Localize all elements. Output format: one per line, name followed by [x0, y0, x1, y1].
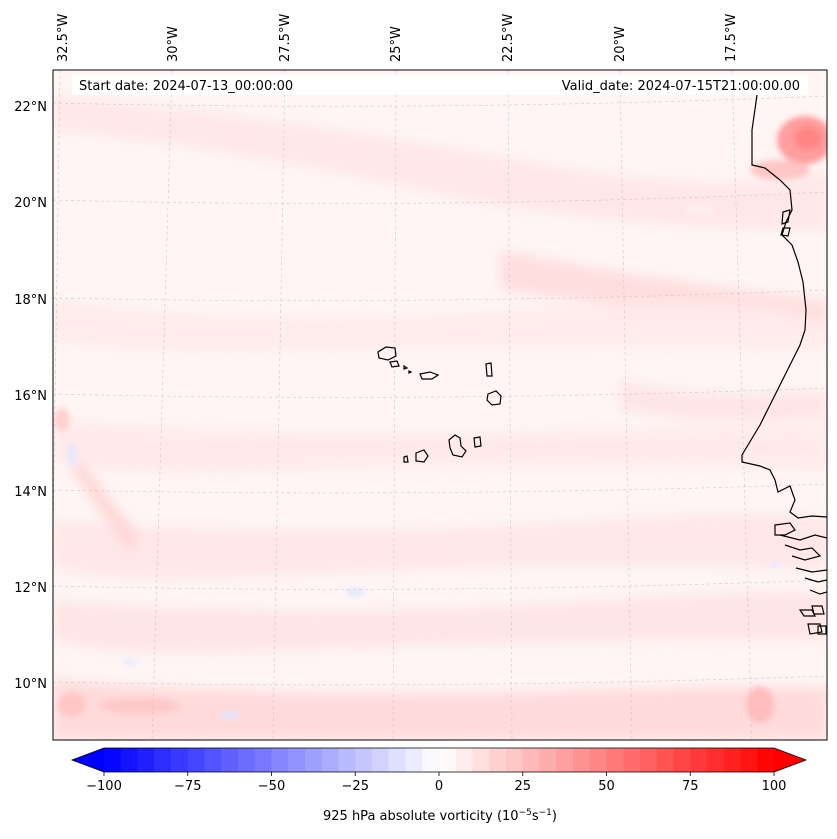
colorbar-tick-label: 0 [435, 779, 443, 794]
lat-label: 22°N [14, 100, 47, 115]
lon-label: 22.5°W [501, 14, 516, 62]
colorbar-segment [372, 748, 390, 772]
lat-label: 16°N [14, 389, 47, 404]
colorbar-segment [472, 748, 490, 772]
west-africa-coast [741, 94, 827, 519]
colorbar-tick-label: −100 [86, 779, 122, 794]
lat-label: 18°N [14, 293, 47, 308]
colorbar-tick-label: 50 [598, 779, 615, 794]
colorbar-segment [388, 748, 406, 772]
colorbar-segments [104, 748, 775, 772]
colorbar-segment [271, 748, 289, 772]
colorbar-segment [690, 748, 708, 772]
colorbar-segment [422, 748, 440, 772]
colorbar-tick-label: 25 [514, 779, 531, 794]
colorbar-segment [757, 748, 775, 772]
colorbar-segment [204, 748, 222, 772]
colorbar-tick-label: −75 [174, 779, 201, 794]
colorbar-segment [221, 748, 239, 772]
colorbar-ticks: −100 −75 −50 −25 0 25 50 75 100 [86, 772, 786, 794]
lat-label: 10°N [14, 677, 47, 692]
map-frame [52, 69, 828, 741]
colorbar-segment [556, 748, 574, 772]
colorbar-segment [489, 748, 507, 772]
cabo-verde-islands [377, 346, 397, 361]
colorbar-segment [707, 748, 725, 772]
lon-label: 30°W [166, 26, 181, 62]
colorbar-low-extension [72, 748, 104, 772]
colorbar-segment [171, 748, 189, 772]
colorbar-segment [254, 748, 272, 772]
colorbar-label: 925 hPa absolute vorticity (10−5s−1) [323, 808, 557, 824]
colorbar-segment [305, 748, 323, 772]
lon-label: 17.5°W [724, 14, 739, 62]
colorbar-segment [522, 748, 540, 772]
colorbar-segment [154, 748, 172, 772]
colorbar-segment [640, 748, 658, 772]
vorticity-field [53, 70, 827, 740]
colorbar-segment [120, 748, 138, 772]
graticule [53, 70, 827, 740]
lon-label: 20°W [613, 26, 628, 62]
colorbar-tick-label: −25 [342, 779, 369, 794]
colorbar-segment [187, 748, 205, 772]
colorbar-segment [573, 748, 591, 772]
lat-label: 12°N [14, 581, 47, 596]
coastlines [377, 94, 827, 635]
colorbar-tick-label: 100 [762, 779, 787, 794]
lat-label: 14°N [14, 485, 47, 500]
lon-label: 32.5°W [56, 14, 71, 62]
colorbar-segment [405, 748, 423, 772]
colorbar-segment [623, 748, 641, 772]
colorbar-tick-label: −50 [258, 779, 285, 794]
date-info-box: Start date: 2024-07-13_00:00:00 Valid_da… [72, 75, 808, 95]
colorbar-segment [589, 748, 607, 772]
colorbar-segment [288, 748, 306, 772]
start-date-label: Start date: 2024-07-13_00:00:00 [79, 79, 293, 94]
colorbar-segment [137, 748, 155, 772]
colorbar-tick-label: 75 [682, 779, 699, 794]
lat-label: 20°N [14, 196, 47, 211]
colorbar-segment [740, 748, 758, 772]
colorbar-segment [338, 748, 356, 772]
colorbar: −100 −75 −50 −25 0 25 50 75 100 925 hPa absolute… [70, 747, 808, 824]
colorbar-high-extension [774, 748, 806, 772]
colorbar-segment [673, 748, 691, 772]
colorbar-segment [656, 748, 674, 772]
colorbar-segment [506, 748, 524, 772]
colorbar-segment [321, 748, 339, 772]
lon-label: 27.5°W [278, 14, 293, 62]
lon-label: 25°W [389, 26, 404, 62]
colorbar-segment [355, 748, 373, 772]
colorbar-segment [606, 748, 624, 772]
colorbar-segment [439, 748, 457, 772]
latitude-labels: 22°N 20°N 18°N 16°N 14°N 12°N 10°N [14, 100, 47, 692]
colorbar-segment [104, 748, 122, 772]
valid-date-label: Valid_date: 2024-07-15T21:00:00.00 [562, 79, 800, 94]
colorbar-segment [539, 748, 557, 772]
colorbar-segment [238, 748, 256, 772]
longitude-labels: 32.5°W 30°W 27.5°W 25°W 22.5°W 20°W 17.5… [56, 14, 739, 62]
colorbar-segment [723, 748, 741, 772]
colorbar-segment [455, 748, 473, 772]
